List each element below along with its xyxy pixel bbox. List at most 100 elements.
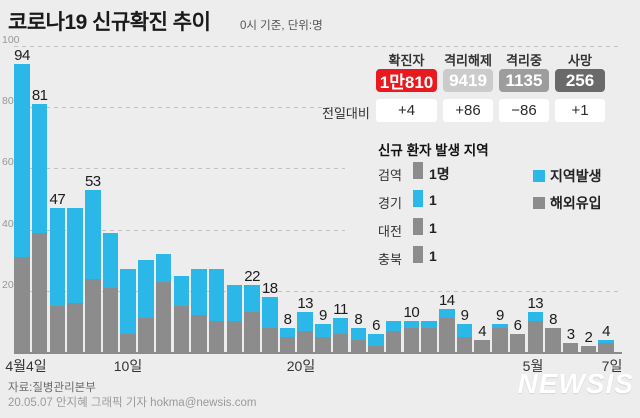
bar-value-label-5.6: 2 bbox=[584, 328, 593, 346]
region-bar-imported bbox=[413, 246, 423, 263]
bar-imported-4.8 bbox=[85, 278, 101, 352]
bar-imported-4.29 bbox=[456, 336, 473, 352]
bar-value-label-4.28: 14 bbox=[438, 292, 455, 310]
bar-local-4.24 bbox=[368, 333, 384, 346]
bar-local-4.8 bbox=[85, 189, 101, 279]
bar-imported-5.5 bbox=[562, 342, 579, 352]
y-axis-label-100: 100 bbox=[2, 34, 20, 46]
gridline-60 bbox=[14, 168, 345, 170]
bar-imported-4.13 bbox=[173, 306, 190, 352]
region-row-대전: 대전 1 bbox=[378, 218, 468, 239]
region-row-경기: 경기 1 bbox=[378, 190, 468, 211]
bar-imported-4.7 bbox=[67, 303, 83, 352]
stats-value-2: 9419 bbox=[443, 69, 493, 92]
x-axis-line bbox=[14, 352, 622, 354]
x-axis-label-5월: 5월 bbox=[522, 358, 544, 374]
bar-imported-4.4 bbox=[14, 257, 30, 352]
bar-value-label-4.8: 53 bbox=[84, 172, 101, 190]
bar-imported-4.9 bbox=[102, 287, 119, 352]
region-value: 1명 bbox=[429, 166, 450, 182]
bar-local-4.12 bbox=[155, 254, 172, 282]
bar-imported-4.5 bbox=[31, 232, 48, 352]
stats-header-3: 격리중 bbox=[506, 53, 542, 68]
bar-local-5.3 bbox=[527, 312, 544, 322]
bar-imported-4.16 bbox=[226, 321, 243, 352]
bar-local-4.5 bbox=[31, 104, 48, 233]
y-axis-label-60: 60 bbox=[2, 156, 14, 169]
bar-value-label-4.6: 47 bbox=[49, 191, 66, 209]
bar-local-4.18 bbox=[262, 296, 278, 328]
bar-imported-4.12 bbox=[155, 281, 172, 352]
bar-local-4.28 bbox=[439, 309, 455, 319]
bar-local-5.7 bbox=[598, 339, 614, 343]
region-value: 1 bbox=[429, 220, 437, 236]
bar-value-label-4.22: 11 bbox=[333, 301, 348, 319]
bar-imported-4.6 bbox=[49, 306, 66, 352]
bar-local-4.27 bbox=[421, 321, 437, 328]
gridline-40 bbox=[14, 229, 345, 231]
bar-value-label-4.19: 8 bbox=[283, 310, 292, 328]
bar-value-label-5.2: 6 bbox=[513, 316, 522, 334]
bar-local-4.16 bbox=[226, 284, 243, 322]
bar-imported-4.20 bbox=[297, 330, 313, 352]
x-axis-label-20일: 20일 bbox=[286, 358, 316, 374]
stats-value-1: 1만810 bbox=[376, 69, 437, 92]
bar-value-label-5.3: 13 bbox=[527, 295, 544, 313]
region-bar-imported bbox=[413, 218, 423, 235]
bar-imported-4.11 bbox=[138, 318, 154, 352]
bar-local-4.10 bbox=[120, 269, 136, 334]
page-title: 코로나19 신규확진 추이 bbox=[8, 11, 211, 34]
bar-value-label-4.20: 13 bbox=[297, 295, 314, 313]
bar-imported-5.2 bbox=[509, 333, 526, 352]
stats-header-1: 확진자 bbox=[388, 53, 425, 68]
stats-header-2: 격리해제 bbox=[444, 53, 492, 68]
x-axis-label-10일: 10일 bbox=[113, 358, 143, 374]
bar-local-4.17 bbox=[244, 284, 260, 313]
bar-value-label-4.30: 4 bbox=[478, 322, 487, 340]
bar-local-4.15 bbox=[208, 269, 225, 322]
bar-imported-4.17 bbox=[244, 312, 260, 352]
bar-imported-4.10 bbox=[120, 333, 136, 352]
bar-local-4.13 bbox=[173, 275, 190, 307]
bar-value-label-5.1: 9 bbox=[495, 307, 504, 325]
bar-local-4.9 bbox=[102, 232, 119, 288]
region-label: 경기 bbox=[378, 196, 402, 211]
region-label: 충북 bbox=[378, 252, 402, 267]
y-axis-label-80: 80 bbox=[2, 95, 14, 108]
legend-label: 지역발생 bbox=[550, 168, 602, 184]
stats-delta-4: +1 bbox=[555, 99, 605, 122]
region-row-검역: 검역 1명 bbox=[378, 162, 468, 183]
bar-imported-4.24 bbox=[368, 345, 384, 352]
bar-value-label-4.17: 22 bbox=[244, 267, 260, 285]
y-axis-label-20: 20 bbox=[2, 278, 14, 291]
region-value: 1 bbox=[429, 192, 437, 208]
legend-item-해외유입: 해외유입 bbox=[533, 193, 602, 213]
page-subtitle: 0시 기준, 단위:명 bbox=[240, 20, 323, 32]
bar-local-4.14 bbox=[191, 269, 207, 316]
newsis-logo: NEWSIS bbox=[517, 368, 634, 399]
legend-swatch-imported bbox=[533, 197, 545, 209]
legend-label: 해외유입 bbox=[550, 195, 602, 211]
bar-local-4.4 bbox=[14, 64, 30, 258]
legend-item-지역발생: 지역발생 bbox=[533, 166, 602, 186]
bar-imported-5.7 bbox=[598, 342, 614, 352]
bar-imported-4.25 bbox=[385, 330, 402, 352]
bar-value-label-4.4: 94 bbox=[14, 47, 30, 65]
bar-imported-5.6 bbox=[580, 345, 597, 352]
source-text: 자료:질병관리본부 bbox=[8, 382, 96, 394]
bar-local-4.26 bbox=[403, 321, 420, 328]
region-label: 대전 bbox=[378, 224, 402, 239]
bar-value-label-5.7: 4 bbox=[602, 322, 611, 340]
x-axis-label-4월4일: 4월4일 bbox=[5, 358, 47, 374]
bar-imported-4.23 bbox=[350, 339, 367, 352]
bar-imported-4.27 bbox=[421, 327, 437, 352]
bar-value-label-4.23: 8 bbox=[354, 310, 363, 328]
bar-imported-5.4 bbox=[545, 327, 561, 352]
bar-local-4.23 bbox=[350, 327, 367, 340]
bar-value-label-4.26: 10 bbox=[403, 304, 420, 322]
region-label: 검역 bbox=[378, 168, 402, 183]
bar-local-4.20 bbox=[297, 312, 313, 331]
